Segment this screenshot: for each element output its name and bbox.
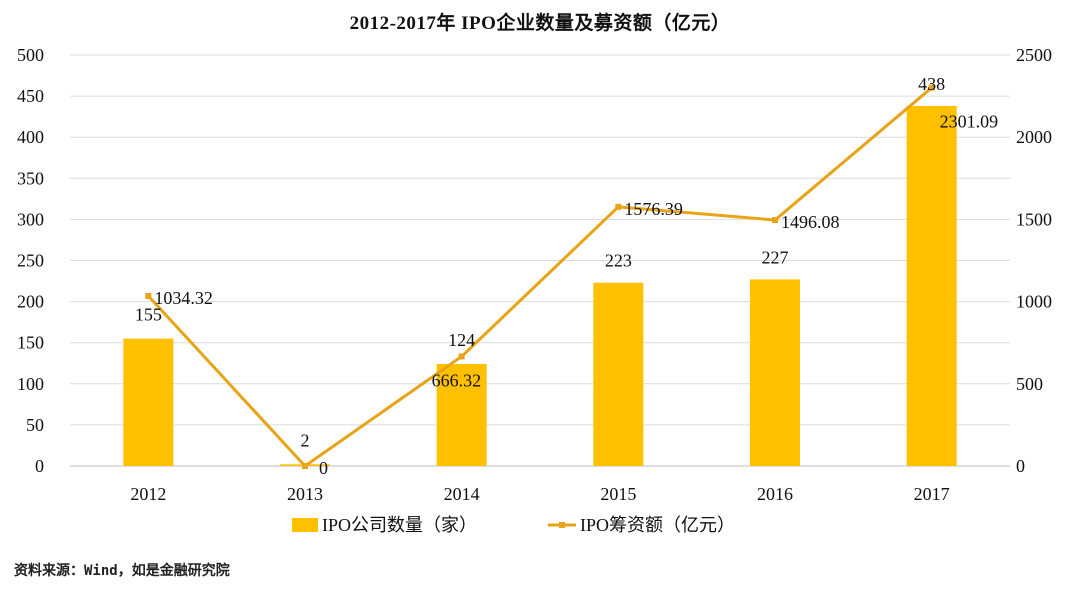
chart-title: 2012-2017年 IPO企业数量及募资额（亿元） (349, 13, 731, 34)
y-right-tick-label: 2000 (1016, 127, 1052, 147)
y-left-tick-label: 0 (35, 456, 44, 476)
x-tick-label: 2014 (444, 484, 480, 504)
y-left-tick-label: 50 (26, 415, 44, 435)
y-left-tick-label: 500 (17, 45, 44, 65)
bar-data-label: 124 (448, 330, 475, 350)
bar-2016 (750, 279, 800, 466)
line-point-2015 (615, 203, 622, 210)
y-right-tick-label: 500 (1016, 374, 1043, 394)
y-left-tick-label: 450 (17, 86, 44, 106)
bar-2014 (436, 364, 487, 466)
line-point-2013 (302, 463, 308, 469)
bar-2015 (593, 282, 644, 466)
line-point-2016 (772, 217, 778, 224)
legend-bar-label: IPO公司数量（家） (322, 515, 477, 535)
y-left-tick-label: 300 (17, 209, 44, 229)
line-point-2014 (458, 353, 465, 360)
legend-line-marker (559, 522, 565, 528)
bar-2012 (123, 338, 174, 466)
x-tick-label: 2016 (757, 484, 793, 504)
line-point-2012 (145, 292, 152, 299)
x-tick-label: 2013 (287, 484, 323, 504)
line-series-fundraising (147, 86, 933, 468)
y-left-tick-label: 100 (17, 374, 44, 394)
y-left-tick-label: 250 (17, 251, 44, 271)
bar-data-label: 155 (135, 305, 162, 325)
x-tick-label: 2017 (914, 484, 950, 504)
line-data-label: 1576.39 (624, 199, 683, 219)
legend-line-label: IPO筹资额（亿元） (580, 515, 735, 535)
y-left-tick-label: 150 (17, 333, 44, 353)
x-tick-label: 2012 (130, 484, 166, 504)
line-data-label: 1496.08 (781, 212, 840, 232)
bar-data-label: 2 (301, 430, 310, 450)
y-left-tick-label: 400 (17, 127, 44, 147)
bar-2017 (906, 105, 957, 467)
bar-data-label: 227 (762, 247, 789, 267)
x-tick-label: 2015 (600, 484, 636, 504)
bar-data-label: 223 (605, 251, 632, 271)
line-data-label: 2301.09 (940, 112, 999, 132)
bar-data-label: 438 (918, 74, 945, 94)
line-data-label: 0 (319, 458, 328, 478)
legend-bar-swatch (292, 518, 318, 532)
line-data-label: 666.32 (432, 370, 482, 390)
line-point-2017 (928, 84, 935, 91)
y-right-tick-label: 1500 (1016, 209, 1052, 229)
y-right-tick-label: 1000 (1016, 292, 1052, 312)
y-left-tick-label: 200 (17, 292, 44, 312)
line-data-label: 1034.32 (154, 288, 213, 308)
y-left-tick-label: 350 (17, 168, 44, 188)
y-right-tick-label: 0 (1016, 456, 1025, 476)
y-right-tick-label: 2500 (1016, 45, 1052, 65)
source-note: 资料来源：Wind，如是金融研究院 (14, 563, 230, 579)
